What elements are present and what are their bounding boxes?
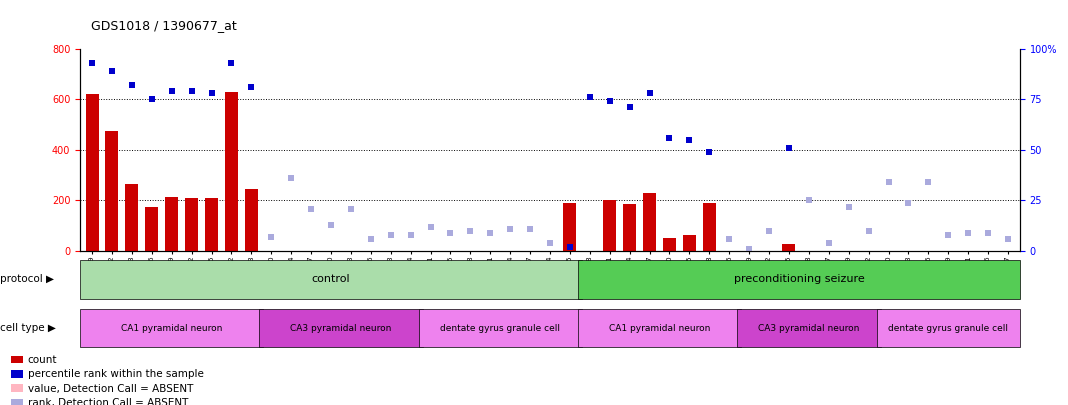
Point [183, 88, 200, 94]
Bar [205, 198, 218, 251]
Point [740, 246, 757, 252]
Point [521, 226, 538, 232]
Bar [603, 200, 616, 251]
Text: dentate gyrus granule cell: dentate gyrus granule cell [440, 324, 561, 333]
Point [83, 60, 100, 66]
Point [223, 60, 240, 66]
Text: preconditioning seizure: preconditioning seizure [734, 275, 864, 284]
Text: protocol ▶: protocol ▶ [0, 275, 54, 284]
Bar [106, 131, 119, 251]
Point [502, 226, 519, 232]
Bar [578, 309, 741, 347]
Bar [260, 309, 423, 347]
Point [104, 68, 121, 74]
Point [681, 136, 698, 143]
Text: CA3 pyramidal neuron: CA3 pyramidal neuron [758, 324, 860, 333]
Bar [578, 260, 1020, 299]
Point [841, 203, 858, 210]
Bar [11, 356, 23, 363]
Point [701, 149, 718, 155]
Bar [737, 309, 880, 347]
Bar [682, 234, 696, 251]
Bar [225, 92, 238, 251]
Point [203, 90, 220, 96]
Bar [80, 260, 582, 299]
Bar [245, 189, 257, 251]
Text: rank, Detection Call = ABSENT: rank, Detection Call = ABSENT [28, 398, 188, 405]
Point [581, 94, 598, 100]
Point [661, 134, 678, 141]
Point [541, 240, 559, 246]
Bar [11, 370, 23, 377]
Point [760, 228, 778, 234]
Text: CA1 pyramidal neuron: CA1 pyramidal neuron [609, 324, 710, 333]
Bar [419, 309, 582, 347]
Point [900, 199, 917, 206]
Point [860, 228, 877, 234]
Point [920, 179, 937, 185]
Bar [11, 384, 23, 392]
Bar [624, 204, 637, 251]
Bar [564, 203, 577, 251]
Bar [80, 309, 264, 347]
Point [482, 230, 499, 236]
Bar [145, 207, 158, 251]
Point [302, 205, 319, 212]
Text: count: count [28, 355, 58, 365]
Point [283, 175, 300, 181]
Point [800, 197, 817, 204]
Point [422, 224, 439, 230]
Point [622, 104, 639, 111]
Point [562, 244, 579, 250]
Point [242, 84, 260, 90]
Text: percentile rank within the sample: percentile rank within the sample [28, 369, 204, 379]
Point [343, 205, 360, 212]
Point [1000, 236, 1017, 242]
Bar [185, 198, 198, 251]
Point [960, 230, 977, 236]
Point [979, 230, 996, 236]
Text: dentate gyrus granule cell: dentate gyrus granule cell [889, 324, 1008, 333]
Bar [663, 239, 676, 251]
Point [323, 222, 340, 228]
Point [402, 232, 419, 238]
Text: cell type ▶: cell type ▶ [0, 323, 56, 333]
Bar [125, 184, 139, 251]
Bar [85, 94, 98, 251]
Point [641, 90, 658, 96]
Point [461, 228, 478, 234]
Point [123, 82, 140, 88]
Text: CA3 pyramidal neuron: CA3 pyramidal neuron [290, 324, 392, 333]
Text: CA1 pyramidal neuron: CA1 pyramidal neuron [121, 324, 222, 333]
Point [163, 88, 180, 94]
Point [781, 145, 798, 151]
Point [263, 234, 280, 240]
Bar [783, 243, 796, 251]
Text: control: control [312, 275, 350, 284]
Bar [877, 309, 1020, 347]
Bar [11, 399, 23, 405]
Point [880, 179, 897, 185]
Point [820, 240, 837, 246]
Text: GDS1018 / 1390677_at: GDS1018 / 1390677_at [91, 19, 236, 32]
Bar [166, 197, 178, 251]
Text: value, Detection Call = ABSENT: value, Detection Call = ABSENT [28, 384, 193, 394]
Point [362, 236, 379, 242]
Point [143, 96, 160, 102]
Bar [703, 203, 716, 251]
Point [382, 232, 399, 238]
Point [442, 230, 459, 236]
Bar [643, 193, 656, 251]
Point [601, 98, 618, 104]
Point [721, 236, 738, 242]
Point [940, 232, 957, 238]
